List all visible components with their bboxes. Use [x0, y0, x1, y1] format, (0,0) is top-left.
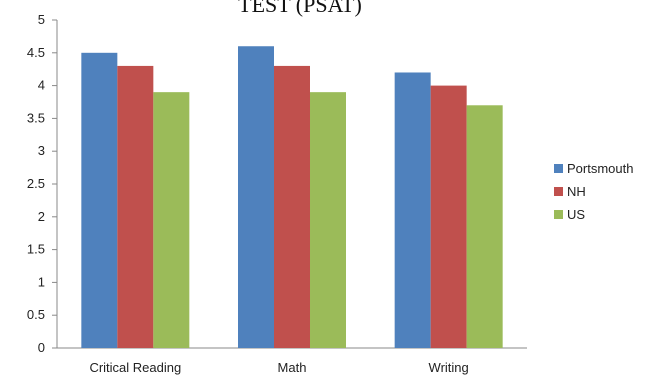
bar-us-writing — [466, 105, 503, 348]
x-category-label: Critical Reading — [89, 360, 181, 375]
bar-us-critical-reading — [153, 92, 190, 348]
y-tick-label: 4.5 — [27, 45, 45, 60]
y-tick-label: 3.5 — [27, 110, 45, 125]
x-category-label: Math — [278, 360, 307, 375]
y-tick-label: 1.5 — [27, 242, 45, 257]
bar-nh-critical-reading — [117, 65, 154, 349]
bar-portsmouth-critical-reading — [81, 52, 118, 349]
y-tick-label: 1 — [38, 274, 45, 289]
legend: Portsmouth NH US — [554, 161, 633, 222]
y-tick-label: 2.5 — [27, 176, 45, 191]
bar-nh-math — [274, 65, 310, 349]
legend-label-us: US — [567, 207, 585, 222]
y-tick-label: 3 — [38, 143, 45, 158]
bar-us-math — [310, 92, 346, 348]
legend-swatch-us — [554, 210, 563, 219]
y-tick-label: 4 — [38, 78, 45, 93]
bars-group — [81, 46, 503, 349]
y-tick-label: 0.5 — [27, 307, 45, 322]
legend-label-portsmouth: Portsmouth — [567, 161, 633, 176]
chart-title: TEST (PSAT) — [238, 0, 362, 17]
y-axis-ticks: 0 0.5 1 1.5 2 2.5 3 3.5 4 4.5 5 — [27, 12, 57, 355]
y-tick-label: 2 — [38, 209, 45, 224]
y-tick-label: 0 — [38, 340, 45, 355]
x-category-label: Writing — [429, 360, 469, 375]
bar-portsmouth-math — [238, 46, 274, 349]
legend-swatch-nh — [554, 187, 563, 196]
x-axis-labels: Critical Reading Math Writing — [89, 360, 468, 375]
legend-swatch-portsmouth — [554, 164, 563, 173]
bar-nh-writing — [430, 85, 467, 348]
y-tick-label: 5 — [38, 12, 45, 27]
legend-label-nh: NH — [567, 184, 586, 199]
bar-portsmouth-writing — [394, 72, 431, 348]
